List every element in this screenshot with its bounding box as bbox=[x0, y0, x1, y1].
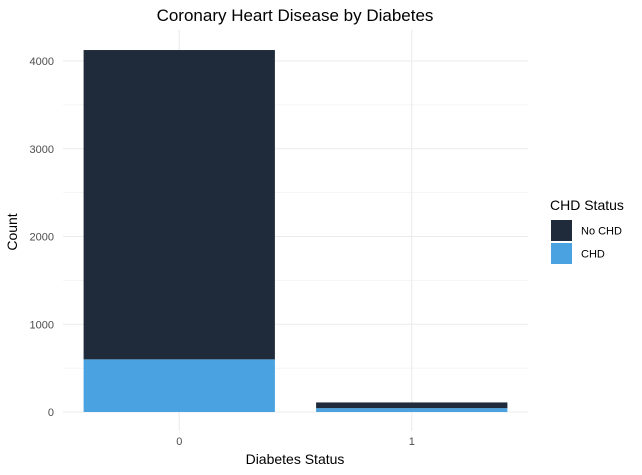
y-tick-label: 4000 bbox=[30, 56, 54, 68]
bar-no-chd-0 bbox=[83, 50, 275, 360]
legend-title: CHD Status bbox=[550, 197, 624, 213]
legend: CHD Status No CHD CHD bbox=[550, 197, 624, 264]
y-tick-label: 0 bbox=[48, 407, 54, 419]
legend-key-no-chd bbox=[551, 220, 572, 241]
plot-area: 0 1000 2000 3000 4000 0 1 bbox=[30, 30, 528, 448]
bar-chd-0 bbox=[83, 359, 275, 412]
y-tick-label: 1000 bbox=[30, 319, 54, 331]
legend-label-no-chd: No CHD bbox=[581, 226, 622, 238]
y-tick-label: 3000 bbox=[30, 144, 54, 156]
x-tick-label: 0 bbox=[176, 436, 182, 448]
legend-label-chd: CHD bbox=[581, 249, 605, 261]
y-tick-label: 2000 bbox=[30, 232, 54, 244]
bar-no-chd-1 bbox=[316, 402, 508, 409]
chart-title: Coronary Heart Disease by Diabetes bbox=[157, 6, 434, 25]
y-axis-title: Count bbox=[4, 213, 20, 250]
bar-chd-1 bbox=[316, 408, 508, 412]
x-tick-label: 1 bbox=[409, 436, 415, 448]
legend-key-chd bbox=[551, 243, 572, 264]
x-axis-title: Diabetes Status bbox=[246, 451, 345, 467]
